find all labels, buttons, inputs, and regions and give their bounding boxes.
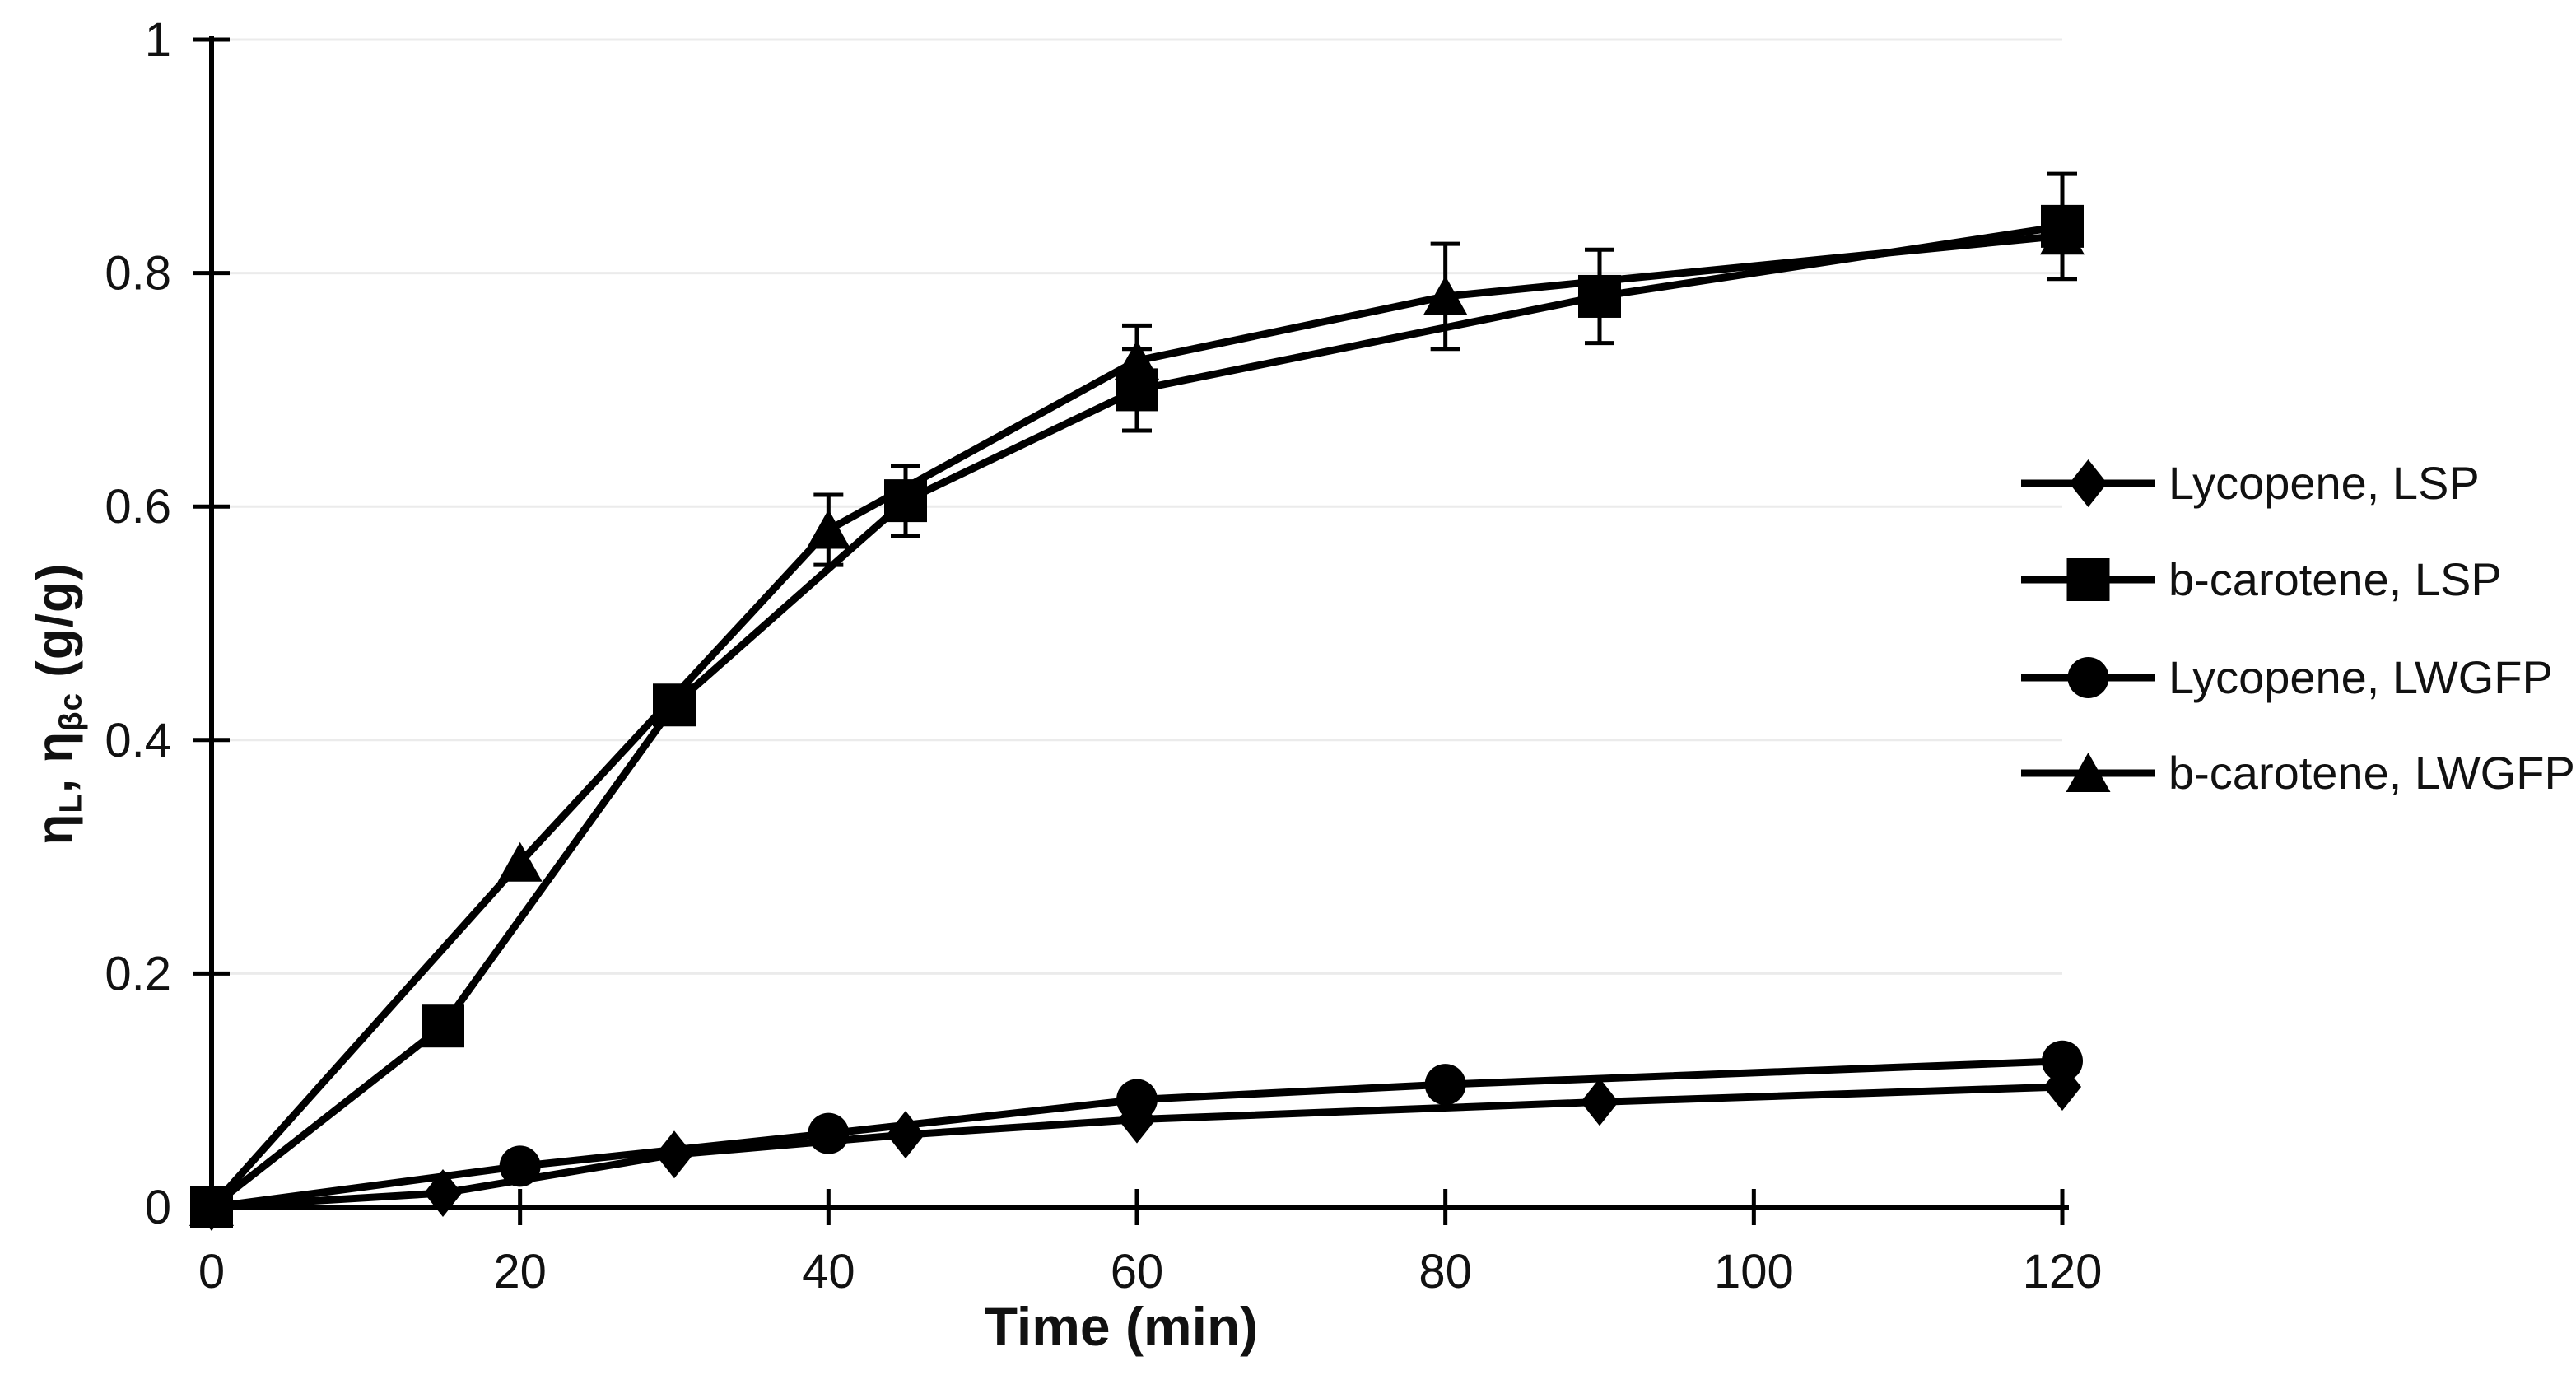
marker-square xyxy=(1116,368,1158,412)
y-axis-title-subscript: βc xyxy=(53,692,89,731)
legend-marker-diamond xyxy=(2069,459,2108,507)
y-axis-title-text: (g/g) xyxy=(26,562,84,692)
y-axis-title-subscript: L xyxy=(53,793,89,813)
series-circle xyxy=(191,1040,2083,1228)
marker-square xyxy=(1578,274,1621,318)
legend-marker-square xyxy=(2066,558,2110,601)
marker-square xyxy=(190,1186,233,1228)
x-tick-label: 120 xyxy=(2023,1245,2103,1298)
marker-triangle xyxy=(497,841,543,882)
marker-circle xyxy=(1116,1079,1158,1121)
legend-label: b-carotene, LWGFP xyxy=(2168,747,2575,799)
x-tick-label: 40 xyxy=(802,1245,855,1298)
y-axis-title: ηL, ηβc (g/g) xyxy=(26,562,90,845)
marker-diamond xyxy=(655,1130,693,1179)
tick-labels-layer: 0 0.2 0.4 0.6 0.8 1 0 20 40 60 80 100 120 xyxy=(105,13,2102,1298)
series-line xyxy=(208,231,2063,1210)
marker-diamond xyxy=(887,1111,925,1159)
marker-triangle xyxy=(806,509,851,549)
y-tick-label: 0.4 xyxy=(105,714,171,767)
marker-square xyxy=(653,683,696,727)
legend-marker-triangle xyxy=(2066,753,2111,792)
marker-circle xyxy=(499,1145,541,1187)
marker-circle xyxy=(1424,1064,1466,1106)
y-axis-title-text: η xyxy=(26,813,84,846)
marker-diamond xyxy=(1581,1078,1619,1126)
marker-square xyxy=(884,479,927,523)
x-axis-title: Time (min) xyxy=(985,1296,1258,1357)
y-tick-label: 0.6 xyxy=(105,480,171,534)
legend-item: Lycopene, LWGFP xyxy=(2021,651,2553,703)
legend-label: Lycopene, LWGFP xyxy=(2168,651,2553,703)
marker-triangle xyxy=(1423,275,1468,315)
marker-circle xyxy=(2042,1040,2083,1082)
x-tick-label: 100 xyxy=(1714,1245,1794,1298)
legend: Lycopene, LSP b-carotene, LSP Lycopene, LW… xyxy=(2021,457,2575,799)
legend-marker-circle xyxy=(2067,657,2109,698)
series-line xyxy=(211,1057,2063,1211)
y-tick-label: 0.8 xyxy=(105,247,171,301)
gridlines-layer xyxy=(212,38,2062,975)
legend-label: b-carotene, LSP xyxy=(2168,553,2502,605)
x-tick-label: 20 xyxy=(493,1245,547,1298)
marker-square xyxy=(2041,204,2084,248)
series-layer xyxy=(189,171,2085,1231)
legend-label: Lycopene, LSP xyxy=(2168,457,2480,509)
y-tick-label: 0.2 xyxy=(105,947,171,1000)
marker-circle xyxy=(808,1112,850,1154)
y-axis-title-text: , η xyxy=(26,730,84,794)
x-tick-label: 60 xyxy=(1111,1245,1164,1298)
x-tick-label: 80 xyxy=(1418,1245,1472,1298)
axes-layer xyxy=(193,36,2069,1225)
legend-item: Lycopene, LSP xyxy=(2021,457,2480,509)
legend-item: b-carotene, LWGFP xyxy=(2021,747,2575,799)
y-tick-label: 0 xyxy=(145,1181,171,1234)
y-tick-label: 1 xyxy=(145,13,171,67)
marker-square xyxy=(422,1004,464,1048)
x-tick-label: 0 xyxy=(198,1245,225,1298)
legend-item: b-carotene, LSP xyxy=(2021,553,2502,605)
series-square xyxy=(190,171,2084,1228)
